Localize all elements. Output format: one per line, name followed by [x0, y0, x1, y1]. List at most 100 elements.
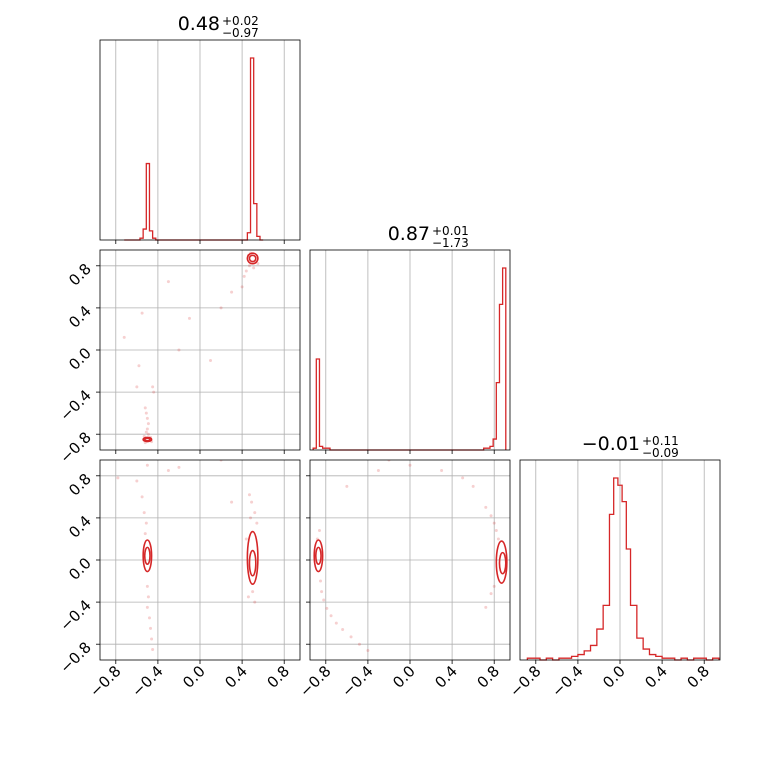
sample-point: [145, 584, 149, 588]
sample-point: [256, 262, 260, 266]
x-tick-label: −0.8: [86, 662, 124, 700]
sample-point: [366, 649, 370, 653]
y-tick-label: −0.4: [56, 386, 94, 424]
panel-content: [313, 460, 508, 653]
y-tick-label: 0.8: [65, 470, 95, 500]
title-lower-error: −1.73: [432, 236, 469, 250]
sample-point: [252, 266, 256, 270]
x-tick-label: 0.0: [179, 662, 209, 692]
density-contour: [246, 252, 259, 265]
sample-point: [137, 364, 141, 368]
sample-point: [177, 465, 181, 469]
sample-point: [319, 579, 323, 583]
x-tick-label: −0.8: [296, 662, 334, 700]
sample-point: [230, 290, 234, 294]
sample-point: [320, 590, 324, 594]
y-tick-label: 0.8: [65, 260, 95, 290]
y-tick-label: −0.4: [56, 596, 94, 634]
sample-point: [122, 335, 126, 339]
sample-point: [461, 476, 465, 480]
y-tick-label: −0.8: [56, 428, 94, 466]
sample-point: [146, 432, 150, 436]
sample-point: [209, 359, 213, 363]
title-lower-error: −0.97: [222, 26, 259, 40]
sample-point: [144, 521, 148, 525]
sample-point: [484, 505, 488, 509]
sample-point: [440, 469, 444, 473]
sample-point: [152, 390, 156, 394]
sample-point: [492, 584, 496, 588]
sample-point: [242, 274, 246, 278]
x-tick-label: −0.8: [506, 662, 544, 700]
x-tick-label: 0.4: [431, 662, 461, 692]
y-tick-label: 0.0: [65, 554, 95, 584]
x-tick-label: −0.4: [128, 662, 166, 700]
sample-point: [349, 635, 353, 639]
sample-point: [135, 479, 139, 483]
sample-point: [142, 511, 146, 515]
sample-point: [140, 311, 144, 315]
sample-point: [166, 469, 170, 473]
histogram-step-line: [526, 477, 720, 661]
x-tick-label: 0.0: [389, 662, 419, 692]
sample-point: [135, 385, 139, 389]
density-contour: [143, 437, 151, 442]
sample-point: [140, 495, 144, 499]
sample-point: [376, 469, 380, 473]
sample-point: [325, 606, 329, 610]
x-tick-label: −0.4: [338, 662, 376, 700]
scatter-panel-0: −0.8 −0.4 0.0 0.4 0.8: [56, 249, 301, 467]
title-upper-error: +0.11: [642, 434, 679, 448]
density-contour: [248, 549, 257, 577]
sample-point: [143, 532, 147, 536]
sample-point: [334, 621, 338, 625]
sample-point: [251, 590, 255, 594]
x-tick-label: 0.4: [221, 662, 251, 692]
sample-point: [244, 537, 248, 541]
density-contour: [142, 539, 153, 573]
sample-point: [144, 430, 148, 434]
sample-point: [146, 595, 150, 599]
panel-content: [116, 460, 259, 651]
sample-point: [187, 316, 191, 320]
sample-point: [150, 637, 154, 641]
panel-title-0: 0.48: [178, 13, 220, 35]
sample-point: [143, 406, 147, 410]
title-upper-error: +0.02: [222, 14, 259, 28]
sample-point: [246, 595, 250, 599]
sample-point: [408, 463, 412, 467]
sample-point: [329, 614, 333, 618]
title-value: 0.48: [178, 13, 220, 35]
sample-point: [240, 285, 244, 289]
density-contour: [313, 539, 324, 573]
sample-point: [317, 529, 321, 533]
x-tick-label: 0.4: [641, 662, 671, 692]
sample-point: [144, 411, 148, 415]
sample-point: [253, 511, 257, 515]
y-tick-label: 0.0: [65, 344, 95, 374]
panel-title-1: 0.87: [388, 223, 430, 245]
title-upper-error: +0.01: [432, 224, 469, 238]
sample-point: [116, 476, 120, 480]
scatter-panel-2: −0.8 −0.4 0.0 0.4 0.8: [296, 459, 511, 701]
x-tick-label: 0.8: [473, 662, 503, 692]
sample-point: [247, 493, 251, 497]
sample-point: [145, 427, 149, 431]
sample-point: [322, 598, 326, 602]
sample-point: [253, 600, 257, 604]
sample-point: [496, 537, 500, 541]
sample-point: [341, 627, 345, 631]
sample-point: [244, 269, 248, 273]
sample-point: [166, 280, 170, 284]
sample-point: [151, 385, 155, 389]
sample-point: [151, 647, 155, 651]
sample-point: [219, 306, 223, 310]
histogram-panel-1: 0.87 +0.01−1.73: [309, 223, 511, 454]
x-tick-label: 0.8: [263, 662, 293, 692]
sample-point: [145, 416, 149, 420]
sample-point: [177, 348, 181, 352]
density-contour: [246, 530, 259, 586]
sample-point: [145, 463, 149, 467]
density-contour: [495, 540, 508, 584]
